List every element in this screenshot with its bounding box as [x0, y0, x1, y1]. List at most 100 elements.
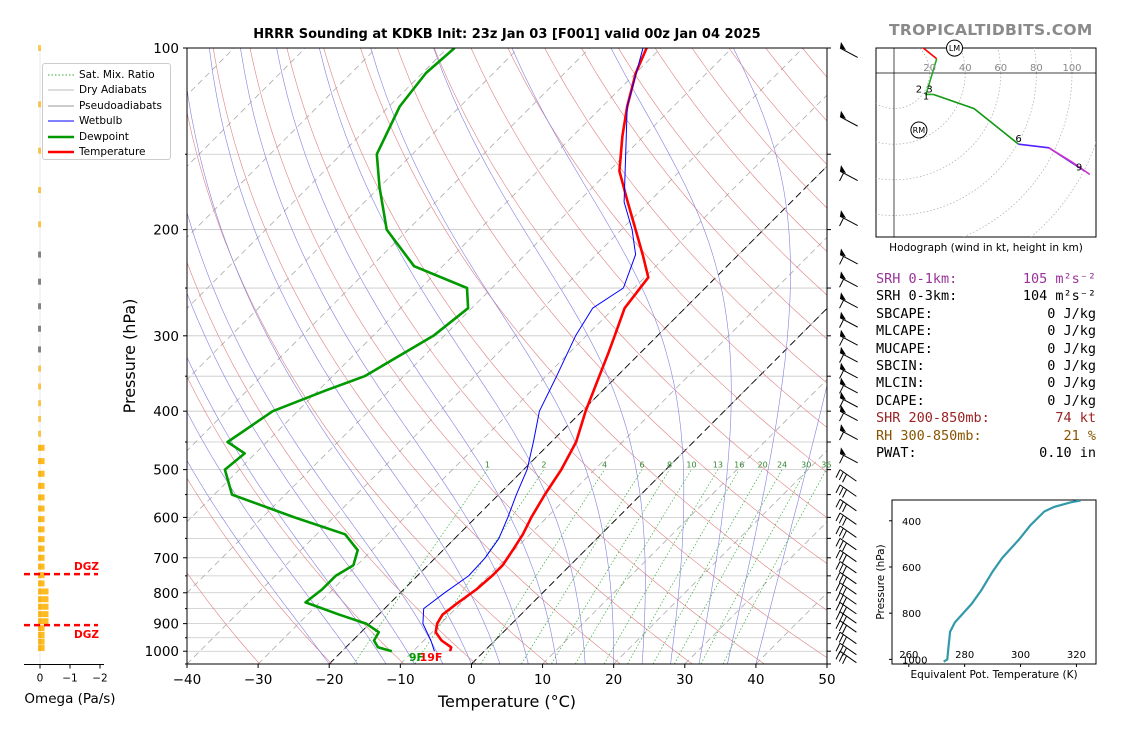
wind-barb-staff: [839, 561, 857, 574]
wind-barb-feather: [842, 542, 848, 552]
pseudoadiabat-line: [433, 48, 646, 664]
wind-barb-feather: [842, 517, 848, 526]
wind-barb-feather: [839, 172, 844, 182]
wind-barb-staff: [839, 620, 857, 633]
stat-value: 0 J/kg: [1047, 392, 1096, 409]
y-tick-label: 200: [153, 223, 179, 239]
dry-adiabat-line: [249, 48, 693, 664]
wind-barb-staff: [839, 47, 858, 58]
omega-bar: [38, 596, 49, 603]
hodograph-ring-label: 100: [1062, 63, 1081, 74]
chart-title: HRRR Sounding at KDKB Init: 23z Jan 03 […: [253, 27, 761, 42]
mix-ratio-line: [722, 469, 827, 664]
dry-adiabat-line: [187, 376, 405, 664]
y-axis-label: Pressure (hPa): [120, 299, 139, 414]
hodograph-grid: [876, 48, 1096, 237]
wind-barb-feather: [839, 319, 844, 328]
theta-e-y-tick-label: 1000: [902, 655, 927, 666]
hodograph-caption: Hodograph (wind in kt, height in km): [889, 242, 1083, 254]
wind-barb-feather: [838, 634, 844, 643]
dry-adiabat-line: [323, 48, 827, 659]
stat-value: 0.10 in: [1039, 445, 1096, 462]
hodograph-segment: [924, 58, 938, 96]
wind-barb-flag: [840, 391, 846, 400]
wind-barb-feather: [835, 512, 841, 522]
stat-value: 0 J/kg: [1047, 323, 1096, 340]
omega-bar: [38, 303, 41, 310]
wind-barb-feather: [839, 354, 844, 363]
mix-ratio-label: 1: [485, 461, 490, 470]
omega-tick-label: −2: [92, 672, 107, 684]
omega-bar: [38, 572, 45, 579]
theta-e-profile: [943, 500, 1081, 663]
theta-e-x-tick-label: 280: [955, 650, 974, 661]
wind-barb-feather: [838, 604, 844, 613]
wind-barb-feather: [842, 597, 848, 606]
omega-axis-label: Omega (Pa/s): [24, 691, 115, 707]
x-tick-label: 10: [534, 672, 551, 688]
stat-label: SBCAPE:: [876, 305, 933, 322]
wind-barb-feather: [838, 574, 844, 583]
wind-barb-staff: [839, 352, 858, 363]
omega-bar: [38, 536, 45, 543]
legend: Sat. Mix. Ratio Dry Adiabats Pseudoadiabat…: [42, 63, 171, 160]
wind-barb-flag: [840, 210, 846, 219]
pseudoadiabat-line: [187, 211, 444, 664]
legend-swatch: [48, 74, 74, 76]
wind-barb-flag: [840, 271, 846, 280]
wind-barb-feather: [842, 554, 848, 563]
stat-row: SRH 0-3km: 104 m²s⁻²: [876, 288, 1096, 305]
isotherm-line: [613, 450, 827, 664]
dry-adiabat-line: [581, 48, 827, 340]
wind-barb-feather: [838, 501, 844, 510]
theta-e-frame: [891, 499, 1097, 665]
wind-barb-feather: [838, 594, 844, 604]
x-tick-label: −40: [173, 672, 202, 688]
mix-ratio-label: 30: [801, 461, 811, 470]
wind-barb-feather: [839, 455, 844, 464]
storm-motion-label: LM: [949, 44, 960, 53]
stat-value: 0 J/kg: [1047, 305, 1096, 322]
skewt-axes: 1 2 4 6 8 10 13 16 20 24 30 36−40 −30 −20 −10 0 10 20 30 40…: [145, 41, 836, 688]
wind-barb-feather: [838, 540, 844, 549]
x-tick-label: 0: [467, 672, 476, 688]
temperature-profile: [434, 48, 650, 652]
wind-barb-staff: [839, 592, 857, 605]
wind-barb-feather: [839, 431, 844, 441]
wind-barb-feather: [835, 631, 841, 641]
omega-bar: [38, 625, 45, 632]
theta-e-x-tick-label: 300: [1011, 650, 1030, 661]
wind-barb-feather: [835, 538, 841, 547]
wind-barb-flag: [840, 248, 846, 257]
wind-barb-staff: [839, 525, 857, 538]
pseudoadiabat-line: [187, 86, 472, 664]
dry-adiabat-line: [187, 261, 477, 664]
dry-adiabat-line: [212, 48, 621, 664]
isotherm-line: [400, 236, 827, 664]
wind-barb-feather: [835, 592, 841, 601]
pseudoadiabat-line: [727, 48, 791, 664]
theta-e-x-tick-label: 320: [1067, 650, 1086, 661]
wind-barb-feather: [839, 217, 844, 227]
omega-bar: [38, 458, 45, 465]
theta-e-ylabel: Pressure (hPa): [875, 544, 887, 619]
hodograph-segment: [921, 48, 938, 60]
wind-barb-staff: [839, 650, 857, 664]
wind-barb-staff: [839, 116, 858, 127]
wind-barb-staff: [839, 170, 858, 181]
wind-barb-feather: [835, 549, 841, 559]
wind-barb-staff: [839, 601, 857, 615]
omega-bar: [38, 482, 45, 489]
wind-barb-staff: [839, 254, 858, 265]
stat-value: 105 m²s⁻²: [1022, 271, 1096, 287]
wind-barb-feather: [835, 620, 841, 629]
x-tick-label: −20: [315, 672, 344, 688]
stat-value: 74 kt: [1055, 410, 1096, 427]
omega-bar: [38, 187, 41, 194]
stat-row: SRH 0-1km: 105 m²s⁻²: [876, 271, 1096, 288]
wind-barb-feather: [835, 499, 841, 508]
mix-ratio-line: [574, 469, 692, 664]
wind-barb-staff: [839, 383, 858, 394]
wind-barb-feather: [835, 572, 841, 581]
omega-bar: [38, 251, 41, 258]
